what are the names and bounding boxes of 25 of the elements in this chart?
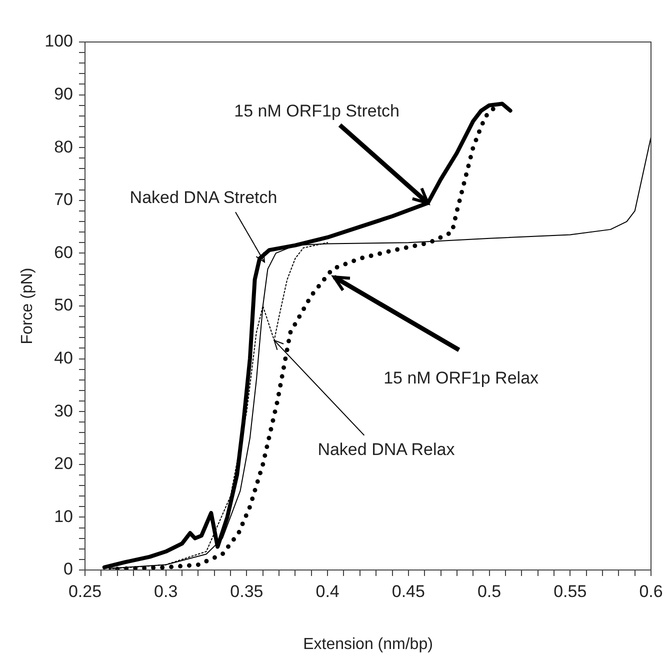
annotation: Naked DNA Relax: [318, 440, 456, 460]
annotation: 15 nM ORF1p Stretch: [234, 102, 400, 121]
x-tick-label: 0.3: [154, 582, 178, 601]
y-tick-label: 90: [54, 84, 73, 104]
y-tick-label: 0: [64, 560, 73, 579]
annotation: 15 nM ORF1p Relax: [384, 368, 540, 388]
y-tick-label: 40: [54, 348, 73, 368]
y-tick-label: 20: [54, 454, 73, 474]
x-tick-label: 0.35: [230, 582, 264, 601]
y-tick-label: 80: [54, 137, 73, 156]
y-tick-label: 70: [54, 190, 73, 210]
y-tick-label: 100: [44, 32, 73, 51]
x-tick-label: 0.45: [392, 582, 425, 601]
y-axis-title: Force (pN): [19, 268, 36, 344]
annotation: Naked DNA Stretch: [130, 188, 278, 207]
x-tick-label: 0.55: [554, 582, 587, 601]
x-axis-title: Extension (nm/bp): [303, 636, 433, 653]
y-tick-label: 50: [54, 296, 73, 315]
x-tick-label: 0.25: [68, 582, 102, 601]
x-tick-label: 0.4: [316, 582, 340, 601]
x-tick-label: 0.5: [477, 582, 502, 601]
y-tick-label: 30: [54, 401, 73, 420]
y-tick-label: 60: [54, 242, 73, 262]
y-tick-label: 10: [54, 506, 73, 526]
x-tick-label: 0.6: [639, 582, 663, 601]
